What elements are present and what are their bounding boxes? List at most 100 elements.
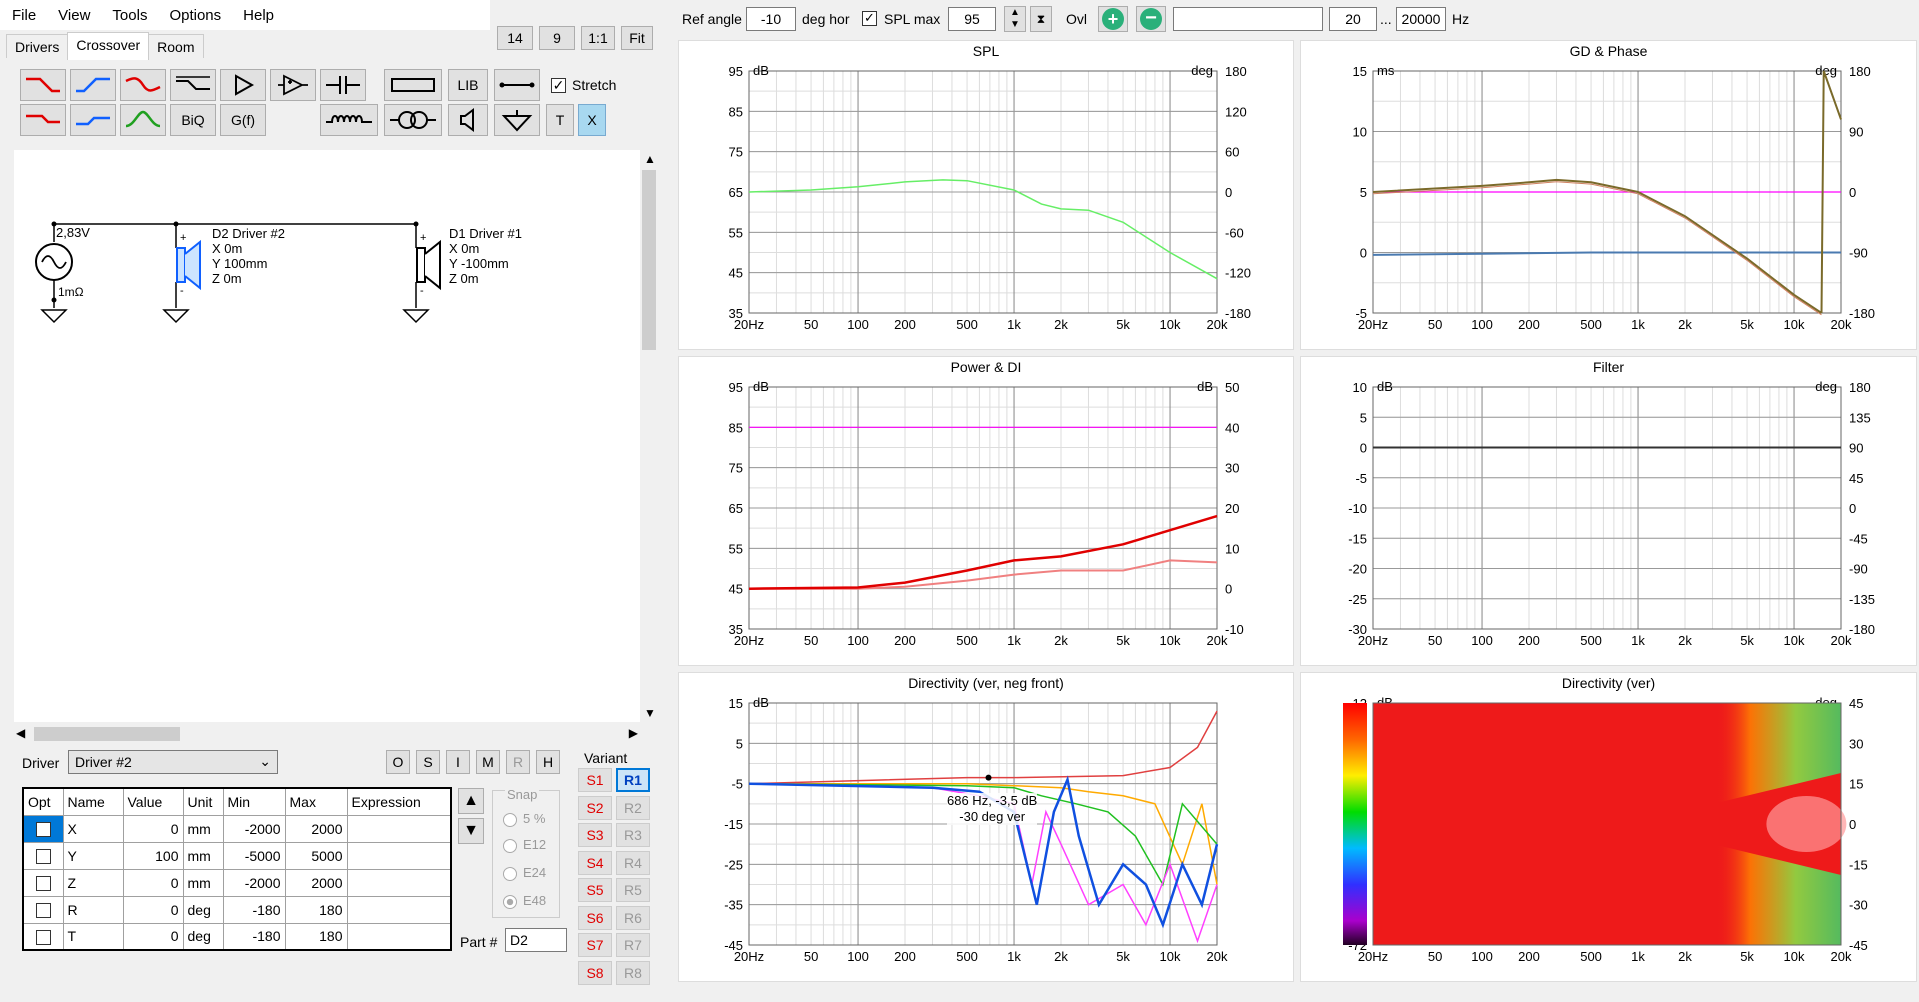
zoom-14-button[interactable]: 14 bbox=[497, 26, 533, 50]
menu-tools[interactable]: Tools bbox=[112, 6, 148, 24]
x-button[interactable]: X bbox=[578, 104, 606, 136]
notch-red-button[interactable] bbox=[120, 69, 166, 101]
part-input[interactable]: D2 bbox=[505, 928, 567, 952]
variant-s1-button[interactable]: S1 bbox=[578, 768, 612, 792]
cell-value[interactable]: 0 bbox=[122, 814, 184, 843]
zoom-1to1-button[interactable]: 1:1 bbox=[581, 26, 615, 50]
directivity-map-chart[interactable]: 120-12-24-36-48-60-724530150-15-30-4520H… bbox=[1341, 695, 1887, 973]
variant-r3-button[interactable]: R3 bbox=[616, 823, 650, 847]
cell-min[interactable]: -180 bbox=[222, 922, 286, 951]
lowpass2-red-button[interactable] bbox=[20, 104, 66, 136]
menu-file[interactable]: File bbox=[12, 6, 37, 24]
cell-min[interactable]: -5000 bbox=[222, 841, 286, 870]
speaker-button[interactable] bbox=[448, 104, 488, 136]
cell-value[interactable]: 0 bbox=[122, 895, 184, 924]
bandpass-green-button[interactable] bbox=[120, 104, 166, 136]
menu-view[interactable]: View bbox=[58, 6, 91, 24]
table-row[interactable]: Y 100 mm -5000 5000 bbox=[22, 841, 452, 870]
driver1-label[interactable]: D1 Driver #1 X 0m Y -100mm Z 0m bbox=[449, 226, 522, 286]
tab-crossover[interactable]: Crossover bbox=[67, 32, 150, 60]
cell-expression[interactable] bbox=[346, 922, 452, 951]
spl-chart[interactable]: 95 85 75 65 55 45 35 180 120 60 0 -60 -120 -180 20Hz 50… bbox=[717, 63, 1263, 341]
variant-r7-button[interactable]: R7 bbox=[616, 933, 650, 957]
hscroll-thumb[interactable] bbox=[34, 727, 180, 741]
cell-value[interactable]: 100 bbox=[122, 841, 184, 870]
s-button[interactable]: S bbox=[416, 750, 440, 774]
move-down-button[interactable]: ▼ bbox=[458, 818, 484, 844]
fmin-input[interactable]: 20 bbox=[1329, 7, 1377, 31]
schematic-canvas[interactable]: + + - - 2,83V 1mΩ D2 Driver #2 X 0m Y 100m… bbox=[14, 150, 646, 722]
spl-spinner[interactable]: ▲ ▼ bbox=[1004, 6, 1026, 32]
cell-max[interactable]: 180 bbox=[284, 895, 348, 924]
cell-expression[interactable] bbox=[346, 868, 452, 897]
r-button[interactable]: R bbox=[506, 750, 530, 774]
fmax-input[interactable]: 20000 bbox=[1396, 7, 1446, 31]
filter-chart[interactable]: 1050-5-10-15-20-25-3018013590450-45-90-1… bbox=[1341, 379, 1887, 657]
scroll-left-icon[interactable]: ◀ bbox=[16, 726, 26, 740]
schematic-vscroll[interactable]: ▲ ▼ bbox=[640, 150, 658, 722]
lib-button[interactable]: LIB bbox=[448, 69, 488, 101]
vscroll-thumb[interactable] bbox=[642, 170, 656, 350]
cell-max[interactable]: 2000 bbox=[284, 814, 348, 843]
variant-s6-button[interactable]: S6 bbox=[578, 906, 612, 930]
scroll-down-icon[interactable]: ▼ bbox=[644, 706, 656, 720]
ref-angle-input[interactable]: -10 bbox=[746, 7, 796, 31]
scroll-up-icon[interactable]: ▲ bbox=[644, 152, 656, 166]
wire-button[interactable] bbox=[494, 69, 540, 101]
amp-button[interactable] bbox=[220, 69, 266, 101]
menu-options[interactable]: Options bbox=[169, 6, 222, 24]
driver2-label[interactable]: D2 Driver #2 X 0m Y 100mm Z 0m bbox=[212, 226, 285, 286]
cell-expression[interactable] bbox=[346, 841, 452, 870]
zoom-9-button[interactable]: 9 bbox=[539, 26, 575, 50]
variant-r6-button[interactable]: R6 bbox=[616, 906, 650, 930]
variant-s2-button[interactable]: S2 bbox=[578, 796, 612, 820]
cell-max[interactable]: 180 bbox=[284, 922, 348, 951]
cell-min[interactable]: -2000 bbox=[222, 814, 286, 843]
snap-5pct-radio[interactable]: 5 % bbox=[503, 811, 545, 827]
cell-max[interactable]: 2000 bbox=[284, 868, 348, 897]
stretch-checkbox[interactable]: ✓ Stretch bbox=[551, 77, 616, 93]
cell-max[interactable]: 5000 bbox=[284, 841, 348, 870]
variant-s4-button[interactable]: S4 bbox=[578, 851, 612, 875]
variant-r4-button[interactable]: R4 bbox=[616, 851, 650, 875]
table-row[interactable]: R 0 deg -180 180 bbox=[22, 895, 452, 924]
overlay-input[interactable] bbox=[1173, 7, 1323, 31]
scroll-right-icon[interactable]: ▶ bbox=[628, 726, 638, 740]
snap-e24-radio[interactable]: E24 bbox=[503, 865, 546, 881]
remove-overlay-button[interactable]: − bbox=[1136, 6, 1166, 32]
variant-s5-button[interactable]: S5 bbox=[578, 878, 612, 902]
inductor-button[interactable] bbox=[320, 104, 378, 136]
spl-max-input[interactable]: 95 bbox=[948, 7, 996, 31]
opt-checkbox[interactable] bbox=[35, 821, 51, 837]
cell-min[interactable]: -2000 bbox=[222, 868, 286, 897]
lowpass-red-button[interactable] bbox=[20, 69, 66, 101]
variant-r8-button[interactable]: R8 bbox=[616, 961, 650, 985]
variant-r2-button[interactable]: R2 bbox=[616, 796, 650, 820]
variant-s3-button[interactable]: S3 bbox=[578, 823, 612, 847]
opamp-button[interactable] bbox=[270, 69, 316, 101]
fit-button[interactable]: Fit bbox=[621, 26, 653, 50]
biquad-button[interactable]: BiQ bbox=[170, 104, 216, 136]
cell-value[interactable]: 0 bbox=[122, 922, 184, 951]
transformer-button[interactable] bbox=[384, 104, 442, 136]
variant-s8-button[interactable]: S8 bbox=[578, 961, 612, 985]
opt-checkbox[interactable] bbox=[35, 848, 51, 864]
variant-s7-button[interactable]: S7 bbox=[578, 933, 612, 957]
table-row[interactable]: X 0 mm -2000 2000 bbox=[22, 814, 452, 843]
driver-select[interactable]: Driver #2 ⌄ bbox=[68, 750, 278, 774]
snap-e48-radio[interactable]: E48 bbox=[503, 893, 546, 909]
table-row[interactable]: T 0 deg -180 180 bbox=[22, 922, 452, 951]
o-button[interactable]: O bbox=[386, 750, 410, 774]
cell-value[interactable]: 0 bbox=[122, 868, 184, 897]
schematic-hscroll[interactable]: ◀ ▶ bbox=[14, 725, 640, 743]
highpass-blue-button[interactable] bbox=[70, 69, 116, 101]
spl-autoscale-button[interactable]: ⧗ bbox=[1030, 6, 1052, 32]
highpass2-blue-button[interactable] bbox=[70, 104, 116, 136]
tab-room[interactable]: Room bbox=[148, 34, 204, 58]
capacitor-button[interactable] bbox=[320, 69, 366, 101]
shelf-button[interactable] bbox=[170, 69, 216, 101]
variant-r1-button[interactable]: R1 bbox=[616, 768, 650, 792]
